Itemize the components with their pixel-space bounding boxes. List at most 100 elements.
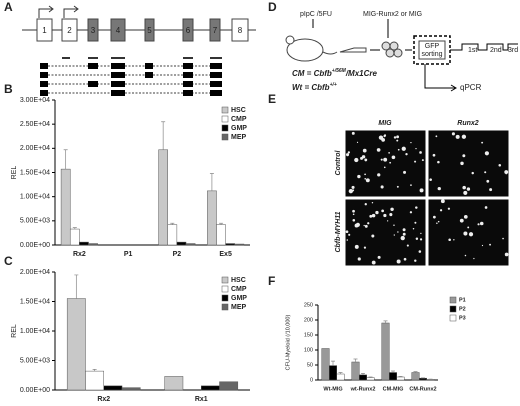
colony-spot — [351, 131, 355, 135]
colony-spot — [420, 232, 422, 235]
colony-spot — [380, 158, 383, 161]
colony-spot — [505, 172, 508, 175]
virus-label: MIG-Runx2 or MIG — [363, 11, 422, 18]
y-tick-label: 1.00E+04 — [20, 194, 50, 201]
colony-spot — [383, 213, 387, 218]
bar — [69, 228, 80, 246]
bar — [336, 373, 345, 381]
colony-spot — [429, 178, 432, 181]
colony-spot — [414, 221, 417, 224]
micrograph — [427, 129, 510, 198]
colony-spot — [388, 151, 390, 154]
colony-spot — [371, 213, 376, 218]
colony-spot — [439, 209, 443, 212]
panel-letter: D — [268, 0, 277, 14]
legend-label: GMP — [231, 125, 247, 132]
error-bar — [63, 149, 68, 170]
colony-spot — [435, 135, 438, 138]
transcript-exon — [183, 72, 193, 78]
colony-spot — [346, 239, 349, 241]
promoter-arrow — [63, 5, 79, 18]
transcript-exon — [210, 72, 222, 78]
colony-spot — [432, 215, 436, 219]
bar — [351, 361, 360, 381]
colony-spot — [403, 257, 407, 261]
row-label: Control — [335, 150, 342, 176]
colony-spot — [364, 224, 368, 228]
error-bar — [92, 369, 97, 372]
colony-spot — [352, 213, 355, 216]
colony-spot — [419, 188, 424, 193]
schematic: pIpC /5FU MIG-Runx2 or MIG GFP sorting 1… — [285, 11, 518, 92]
legend-swatch — [221, 124, 229, 132]
colony-spot — [414, 259, 417, 262]
genotype-part: Cbfb — [311, 83, 329, 92]
panel-letter: A — [4, 0, 13, 14]
colony-spot — [352, 218, 356, 222]
colony-spot — [393, 136, 397, 139]
y-tick-label: 2.50E+04 — [20, 121, 50, 128]
colony-spot — [389, 213, 393, 217]
colony-spot — [462, 154, 466, 158]
exon-label: 2 — [67, 26, 72, 35]
error-bar — [161, 121, 166, 150]
colony-spot — [393, 224, 395, 226]
colony-spot — [371, 234, 375, 238]
mouse-tail — [322, 51, 338, 55]
x-tick-label: Rx2 — [97, 396, 110, 403]
exon-label: 8 — [238, 26, 243, 35]
colony-spot — [396, 135, 400, 139]
colony-spot — [437, 186, 441, 191]
colony-spot — [419, 238, 423, 241]
colony-spot — [383, 134, 386, 138]
y-tick-label: 0 — [310, 377, 313, 383]
colony-spot — [367, 222, 370, 225]
bar — [176, 241, 187, 246]
colony-spot — [504, 170, 509, 174]
colony-spot — [468, 232, 474, 237]
mouse-ear — [285, 35, 295, 45]
y-tick-label: 2.00E+04 — [20, 145, 50, 152]
round-label: 1st — [468, 47, 477, 54]
mouse-icon — [286, 38, 324, 62]
bone-icon — [339, 47, 367, 53]
colony-spot — [347, 151, 351, 154]
x-tick-label: P1 — [124, 251, 133, 258]
round-label: 3rd — [508, 47, 518, 54]
error-bar — [368, 376, 373, 378]
colony-spot — [471, 171, 474, 175]
transcript-exon — [210, 63, 222, 69]
colony-spot — [354, 157, 359, 163]
y-axis-label: REL — [11, 166, 18, 180]
bar — [207, 190, 217, 246]
colony-spot — [489, 243, 491, 246]
transcript-exon — [210, 90, 222, 96]
error-bar — [353, 358, 358, 362]
colony-spot — [406, 244, 409, 247]
panel-letter: C — [4, 254, 13, 268]
colony-spot — [463, 231, 468, 236]
bar — [85, 370, 104, 391]
bar — [366, 377, 375, 381]
colony-spot — [376, 148, 381, 152]
bar — [79, 241, 89, 246]
colony-spot — [371, 202, 374, 204]
error-bar — [72, 227, 77, 230]
legend-swatch — [221, 303, 229, 311]
genotype-part: /Mx1Cre — [345, 69, 378, 78]
colony-spot — [383, 166, 386, 169]
colony-spot — [354, 244, 359, 249]
colony-spot — [380, 185, 384, 189]
error-bar — [361, 373, 365, 375]
bar — [216, 224, 226, 246]
transcript-exon — [40, 72, 48, 78]
genotype-part: Wt = — [292, 83, 311, 92]
panel-letter: F — [268, 274, 275, 288]
exon — [36, 18, 53, 42]
colony-spot — [410, 141, 412, 144]
x-tick-label: P2 — [173, 251, 182, 258]
micrograph — [344, 198, 427, 267]
transcript-exon — [145, 63, 153, 69]
readout-label: qPCR — [460, 83, 482, 92]
